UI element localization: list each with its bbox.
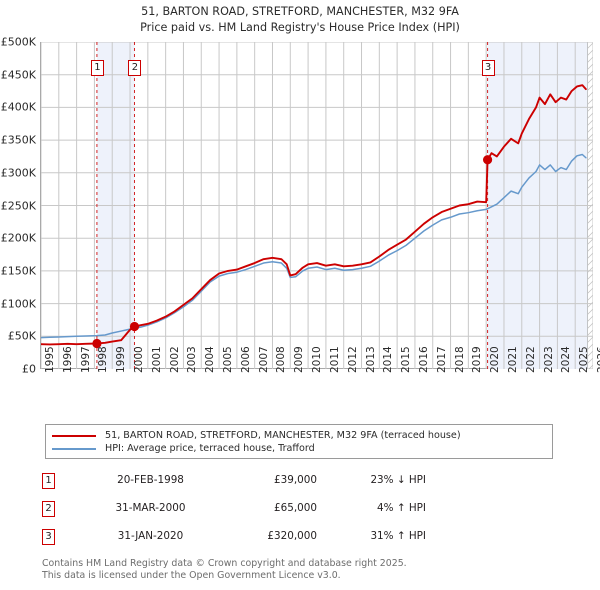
x-tick-label: 2024 — [560, 346, 573, 373]
x-tick-label: 1996 — [61, 346, 74, 373]
sale-hpi-delta: 31% ↑ HPI — [370, 530, 426, 542]
x-tick-label: 2010 — [311, 346, 324, 373]
table-row: 3 31-JAN-2020 £320,000 31% ↑ HPI — [42, 526, 462, 554]
page-title: 51, BARTON ROAD, STRETFORD, MANCHESTER, … — [0, 4, 600, 36]
x-tick-label: 2017 — [435, 346, 448, 373]
chart-canvas — [41, 42, 593, 369]
x-tick-label: 2020 — [489, 346, 502, 373]
y-tick-label: £0 — [22, 362, 36, 376]
x-tick-label: 2000 — [133, 346, 146, 373]
y-tick-label: £300K — [0, 166, 36, 180]
sale-marker-3: 3 — [42, 529, 55, 545]
copyright-footer: Contains HM Land Registry data © Crown c… — [42, 558, 572, 581]
table-row: 2 31-MAR-2000 £65,000 4% ↑ HPI — [42, 498, 462, 526]
x-tick-label: 2009 — [293, 346, 306, 373]
y-axis-labels: £0 £50K £100K £150K £200K £250K £300K £350K £400… — [0, 0, 40, 376]
sale-price: £65,000 — [274, 502, 317, 514]
x-tick-label: 1995 — [44, 346, 56, 373]
y-tick-label: £50K — [7, 329, 36, 343]
x-tick-label: 1997 — [79, 346, 92, 373]
y-tick-label: £150K — [0, 264, 36, 278]
chart-legend: 51, BARTON ROAD, STRETFORD, MANCHESTER, … — [45, 424, 553, 459]
sale-price: £320,000 — [267, 530, 317, 542]
x-axis-labels: 1995 1996 1997 1998 1999 2000 2001 2002 2003 2004… — [0, 346, 600, 421]
x-tick-label: 2008 — [275, 346, 288, 373]
chart-marker-2: 2 — [128, 60, 142, 76]
x-tick-label: 2018 — [453, 346, 466, 373]
y-tick-label: £350K — [0, 133, 36, 147]
chart-title-line-2: Price paid vs. HM Land Registry's House … — [140, 21, 460, 34]
sale-hpi-delta: 4% ↑ HPI — [377, 502, 426, 514]
x-tick-label: 2023 — [542, 346, 555, 373]
sale-date: 20-FEB-1998 — [117, 474, 184, 486]
y-tick-label: £500K — [0, 35, 36, 49]
x-tick-label: 2001 — [150, 346, 163, 373]
x-tick-label: 2012 — [346, 346, 359, 373]
x-tick-label: 2015 — [400, 346, 413, 373]
x-tick-label: 2004 — [204, 346, 217, 373]
x-tick-label: 2011 — [328, 346, 341, 373]
y-tick-label: £450K — [0, 68, 36, 82]
x-tick-label: 2014 — [382, 346, 395, 373]
chart-marker-1: 1 — [90, 60, 104, 76]
legend-item-property: 51, BARTON ROAD, STRETFORD, MANCHESTER, … — [52, 429, 546, 442]
chart-plot-area: 1 2 3 — [40, 42, 593, 369]
sales-history-table: 1 20-FEB-1998 £39,000 23% ↓ HPI 2 31-MAR… — [42, 470, 462, 554]
legend-item-hpi: HPI: Average price, terraced house, Traf… — [52, 442, 546, 455]
sale-date: 31-MAR-2000 — [115, 502, 186, 514]
x-tick-label: 2021 — [506, 346, 519, 373]
x-tick-label: 2003 — [186, 346, 199, 373]
x-tick-label: 2025 — [578, 346, 591, 373]
sale-marker-1: 1 — [42, 473, 55, 489]
y-tick-label: £100K — [0, 297, 36, 311]
legend-swatch-hpi — [52, 447, 96, 450]
x-tick-label: 2022 — [524, 346, 537, 373]
x-tick-label: 2006 — [239, 346, 252, 373]
y-tick-label: £250K — [0, 199, 36, 212]
y-tick-label: £200K — [0, 231, 36, 245]
sale-price: £39,000 — [274, 474, 317, 486]
footer-line-1: Contains HM Land Registry data © Crown c… — [42, 558, 407, 569]
legend-swatch-property — [52, 434, 96, 437]
legend-label-property: 51, BARTON ROAD, STRETFORD, MANCHESTER, … — [105, 430, 461, 441]
x-tick-label: 2013 — [364, 346, 377, 373]
x-tick-label: 2019 — [471, 346, 484, 373]
table-row: 1 20-FEB-1998 £39,000 23% ↓ HPI — [42, 470, 462, 498]
legend-label-hpi: HPI: Average price, terraced house, Traf… — [105, 443, 315, 454]
chart-marker-3: 3 — [481, 60, 495, 76]
x-tick-label: 2007 — [257, 346, 270, 373]
x-tick-label: 2005 — [222, 346, 235, 373]
x-tick-label: 1999 — [115, 346, 128, 373]
y-tick-label: £400K — [0, 100, 36, 114]
sale-marker-2: 2 — [42, 501, 55, 517]
chart-title-line-1: 51, BARTON ROAD, STRETFORD, MANCHESTER, … — [141, 5, 459, 18]
footer-line-2: This data is licensed under the Open Gov… — [42, 569, 341, 581]
x-tick-label: 2026 — [596, 346, 600, 373]
x-tick-label: 1998 — [97, 346, 110, 373]
sale-date: 31-JAN-2020 — [117, 530, 184, 542]
x-tick-label: 2016 — [417, 346, 430, 373]
sale-hpi-delta: 23% ↓ HPI — [370, 474, 426, 486]
x-tick-label: 2002 — [168, 346, 181, 373]
